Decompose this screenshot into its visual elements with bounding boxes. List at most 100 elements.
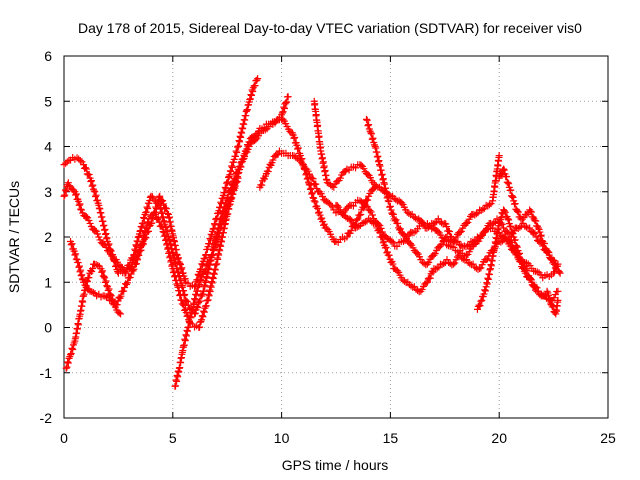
y-axis-label: SDTVAR / TECUs (6, 181, 22, 293)
data-point-fill (108, 297, 116, 305)
data-point (423, 278, 431, 286)
data-point-fill (549, 303, 557, 311)
data-point-fill (227, 168, 235, 176)
data-point-fill (89, 265, 97, 273)
data-point-fill (498, 171, 506, 179)
y-tick-label: 6 (44, 48, 52, 64)
data-point-fill (333, 202, 341, 210)
data-point-fill (196, 281, 204, 289)
data-point-fill (365, 121, 373, 129)
data-point-fill (474, 265, 482, 273)
data-point-fill (420, 221, 428, 229)
data-point (156, 192, 164, 200)
data-point-fill (422, 279, 430, 287)
data-point-fill (155, 218, 163, 226)
data-point-fill (479, 205, 487, 213)
data-point-fill (206, 234, 214, 242)
data-point-fill (293, 155, 301, 163)
data-point-fill (294, 145, 302, 153)
data-point-fill (260, 124, 268, 132)
data-point-fill (511, 236, 519, 244)
y-tick-label: -2 (40, 410, 53, 426)
data-point-fill (90, 187, 98, 195)
data-point-fill (513, 207, 521, 215)
data-point (284, 93, 292, 101)
data-point-fill (100, 273, 108, 281)
data-point-fill (410, 229, 418, 237)
data-point-fill (392, 216, 400, 224)
data-point-fill (179, 300, 187, 308)
data-point (476, 265, 484, 273)
data-point-fill (67, 241, 75, 249)
data-point-fill (418, 285, 426, 293)
data-point-fill (125, 261, 133, 269)
data-point-fill (385, 197, 393, 205)
data-point-fill (356, 211, 364, 219)
data-point (352, 224, 360, 232)
data-point-fill (361, 218, 369, 226)
data-point (178, 296, 186, 304)
data-point (367, 129, 375, 137)
data-point-fill (199, 313, 207, 321)
data-point-fill (389, 260, 397, 268)
data-point (482, 256, 490, 264)
data-point (77, 206, 85, 214)
data-point-fill (396, 225, 404, 233)
data-point-fill (547, 254, 555, 262)
data-point-fill (185, 323, 193, 331)
y-tick-label: -1 (40, 365, 53, 381)
data-point-fill (94, 230, 102, 238)
data-point-fill (386, 202, 394, 210)
data-point-fill (537, 231, 545, 239)
data-point-fill (224, 202, 232, 210)
data-point (463, 219, 471, 227)
data-point-fill (522, 223, 530, 231)
data-point-fill (144, 205, 152, 213)
data-point-fill (106, 291, 114, 299)
data-point-fill (414, 287, 422, 295)
data-point-fill (63, 363, 71, 371)
data-point-fill (545, 291, 553, 299)
data-point (86, 219, 94, 227)
data-point-fill (220, 212, 228, 220)
axis-ticks (63, 55, 609, 419)
data-point-fill (376, 229, 384, 237)
data-point (362, 115, 370, 123)
data-point-fill (201, 267, 209, 275)
data-point-fill (527, 208, 535, 216)
data-point (64, 179, 72, 187)
data-point-fill (163, 209, 171, 217)
data-point-fill (180, 301, 188, 309)
data-point-fill (233, 178, 241, 186)
data-point-fill (204, 243, 212, 251)
data-point (554, 296, 562, 304)
data-point (504, 215, 512, 223)
data-point-fill (211, 244, 219, 252)
data-point-fill (76, 156, 84, 164)
data-point-fill (197, 277, 205, 285)
data-point-fill (142, 208, 150, 216)
data-point-fill (130, 265, 138, 273)
data-point-fill (68, 344, 76, 352)
data-point-fill (509, 193, 517, 201)
data-point-fill (516, 249, 524, 257)
y-tick-label: 5 (44, 93, 52, 109)
data-point-fill (298, 158, 306, 166)
data-point-fill (62, 187, 70, 195)
data-point-fill (202, 251, 210, 259)
data-point-fill (312, 203, 320, 211)
data-point-fill (98, 267, 106, 275)
data-point-fill (233, 149, 241, 157)
x-tick-label: 0 (60, 430, 68, 446)
data-point-fill (281, 100, 289, 108)
data-point-fill (372, 182, 380, 190)
data-point-fill (224, 178, 232, 186)
data-point-fill (306, 181, 314, 189)
data-point (234, 174, 242, 182)
data-point-fill (72, 191, 80, 199)
data-point-fill (309, 175, 317, 183)
data-point-fill (61, 186, 69, 194)
data-point-fill (163, 205, 171, 213)
data-point (430, 251, 438, 259)
data-point-fill (64, 358, 72, 366)
